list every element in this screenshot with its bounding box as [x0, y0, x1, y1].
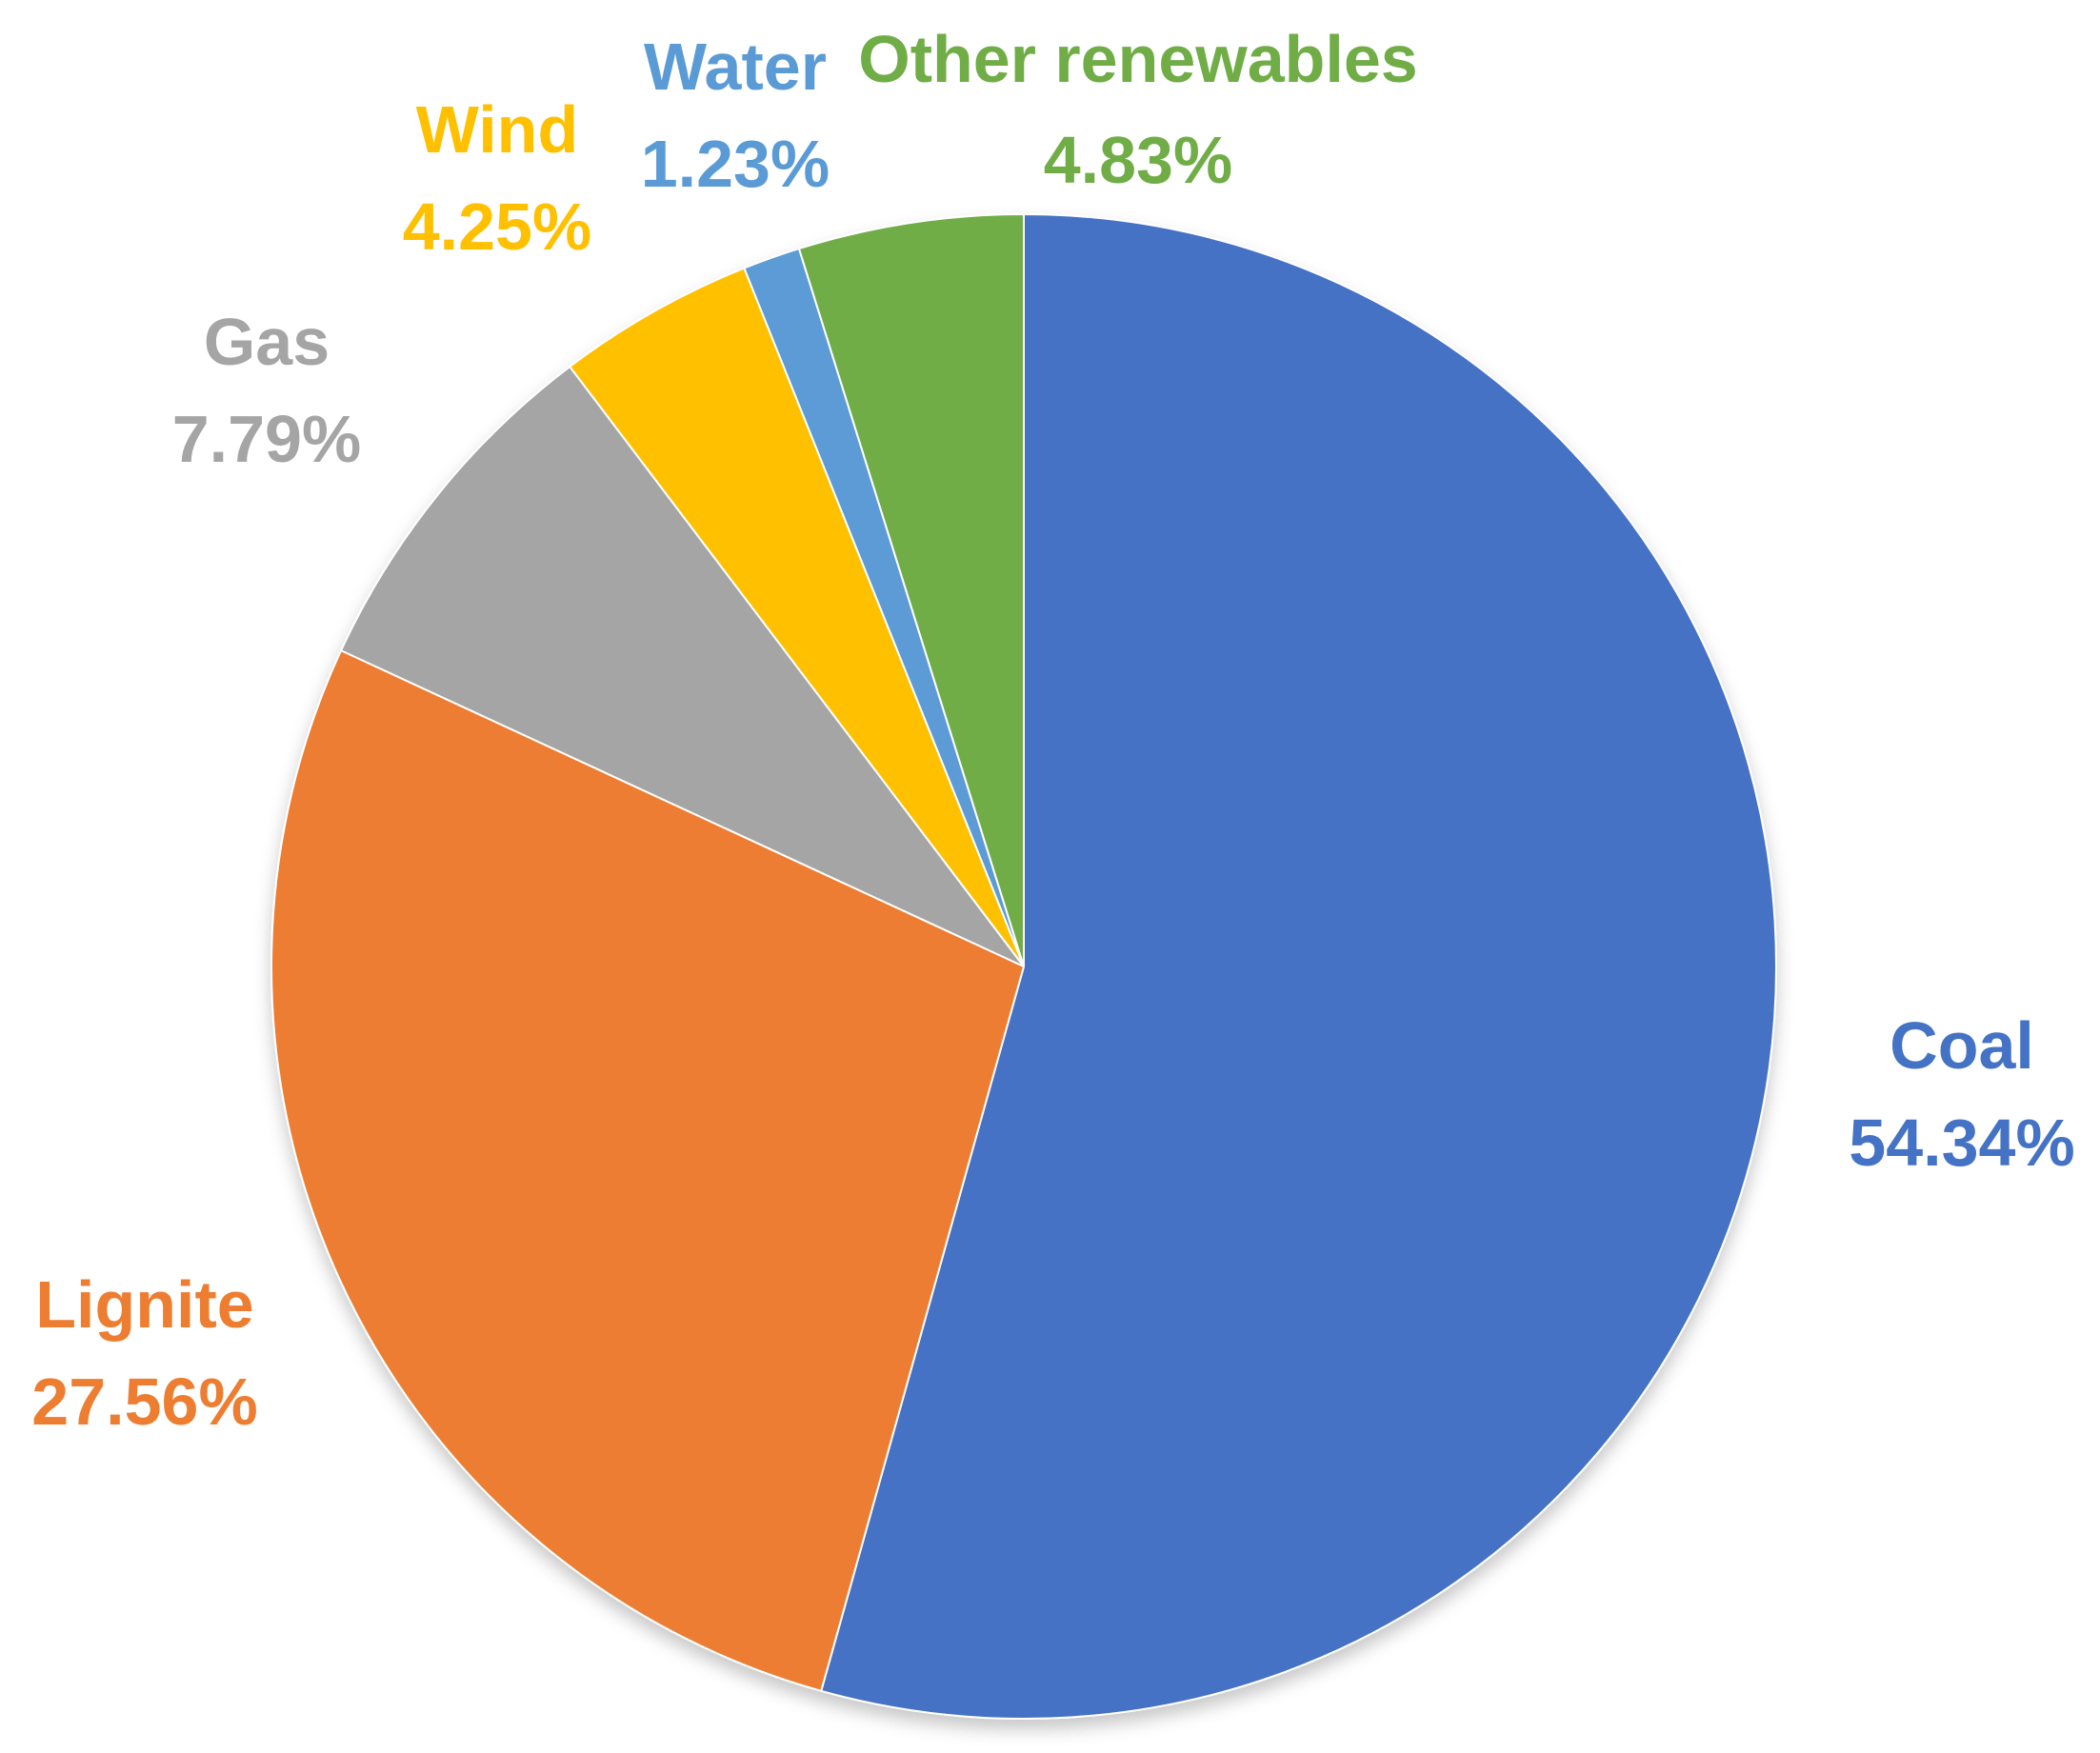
pie-slices — [270, 213, 1777, 1720]
slice-name-label-water: Water — [644, 30, 827, 104]
slice-name-label-coal: Coal — [1890, 1008, 2034, 1083]
slice-value-label-other-renewables: 4.83% — [1044, 123, 1232, 197]
slice-value-label-water: 1.23% — [641, 127, 830, 201]
pie-slice-wind — [569, 267, 1025, 967]
slice-name-label-lignite: Lignite — [35, 1267, 253, 1342]
pie-slice-other-renewables — [797, 213, 1025, 967]
pie-slice-coal — [820, 213, 1777, 1720]
pie-labels: Coal 54.34% Lignite 27.56% Gas 7.79% Win… — [31, 22, 2074, 1439]
slice-value-label-wind: 4.25% — [403, 189, 591, 264]
slice-name-label-wind: Wind — [416, 92, 578, 167]
slice-name-label-gas: Gas — [204, 305, 330, 379]
slice-value-label-lignite: 27.56% — [31, 1365, 257, 1439]
pie-slice-gas — [340, 366, 1025, 967]
slice-value-label-gas: 7.79% — [172, 402, 361, 476]
pie-slice-lignite — [270, 649, 1025, 1692]
slice-value-label-coal: 54.34% — [1849, 1106, 2074, 1180]
slice-name-label-other-renewables: Other renewables — [858, 22, 1417, 96]
